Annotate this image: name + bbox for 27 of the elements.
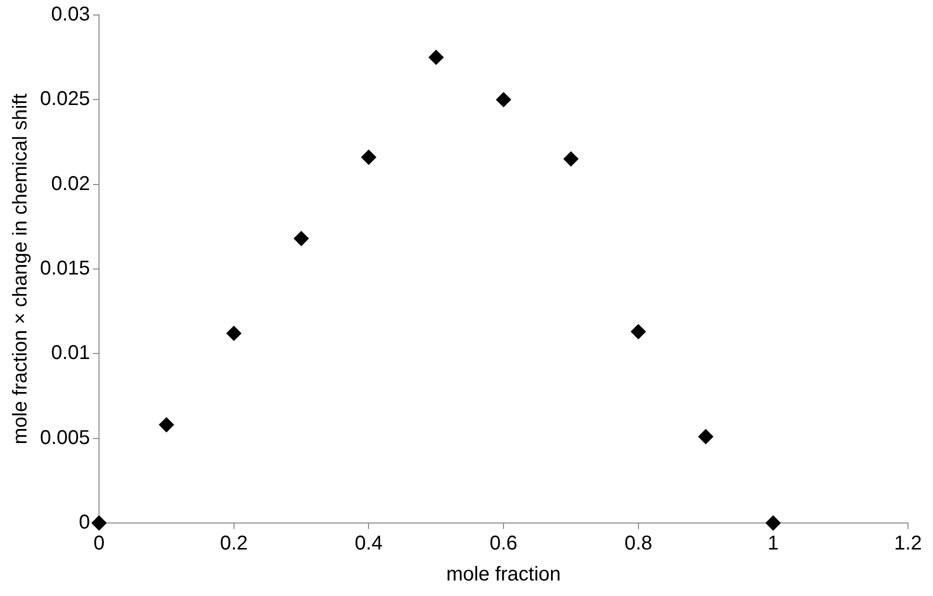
y-tick-label: 0.02 (51, 172, 90, 195)
y-tick-label: 0.03 (51, 4, 90, 26)
y-tick-label: 0 (78, 512, 90, 534)
point (361, 150, 376, 165)
x-tick-label: 0.6 (490, 532, 518, 555)
point (563, 151, 578, 166)
point (294, 231, 309, 246)
y-tick-label: 0.015 (40, 258, 90, 280)
x-tick-label: 1 (768, 532, 779, 555)
y-tick-label: 0.025 (40, 88, 90, 110)
point (496, 92, 512, 108)
x-tick-label: 0 (93, 532, 105, 555)
point (428, 50, 444, 65)
point (698, 429, 714, 444)
x-tick-label: 1.2 (894, 532, 922, 555)
point (226, 326, 242, 341)
y-tick-label: 0.005 (40, 426, 90, 449)
point (766, 516, 781, 530)
point (92, 516, 107, 530)
y-axis-title: mole fraction × change in chemical shift (10, 93, 32, 444)
y-tick-label: 0.01 (51, 342, 90, 364)
point (158, 417, 174, 432)
point (630, 324, 646, 340)
x-tick-label: 0.8 (624, 532, 652, 555)
x-tick-label: 0.4 (354, 532, 383, 555)
x-tick-label: 0.2 (220, 532, 248, 555)
x-axis-title: mole fraction (446, 564, 561, 586)
